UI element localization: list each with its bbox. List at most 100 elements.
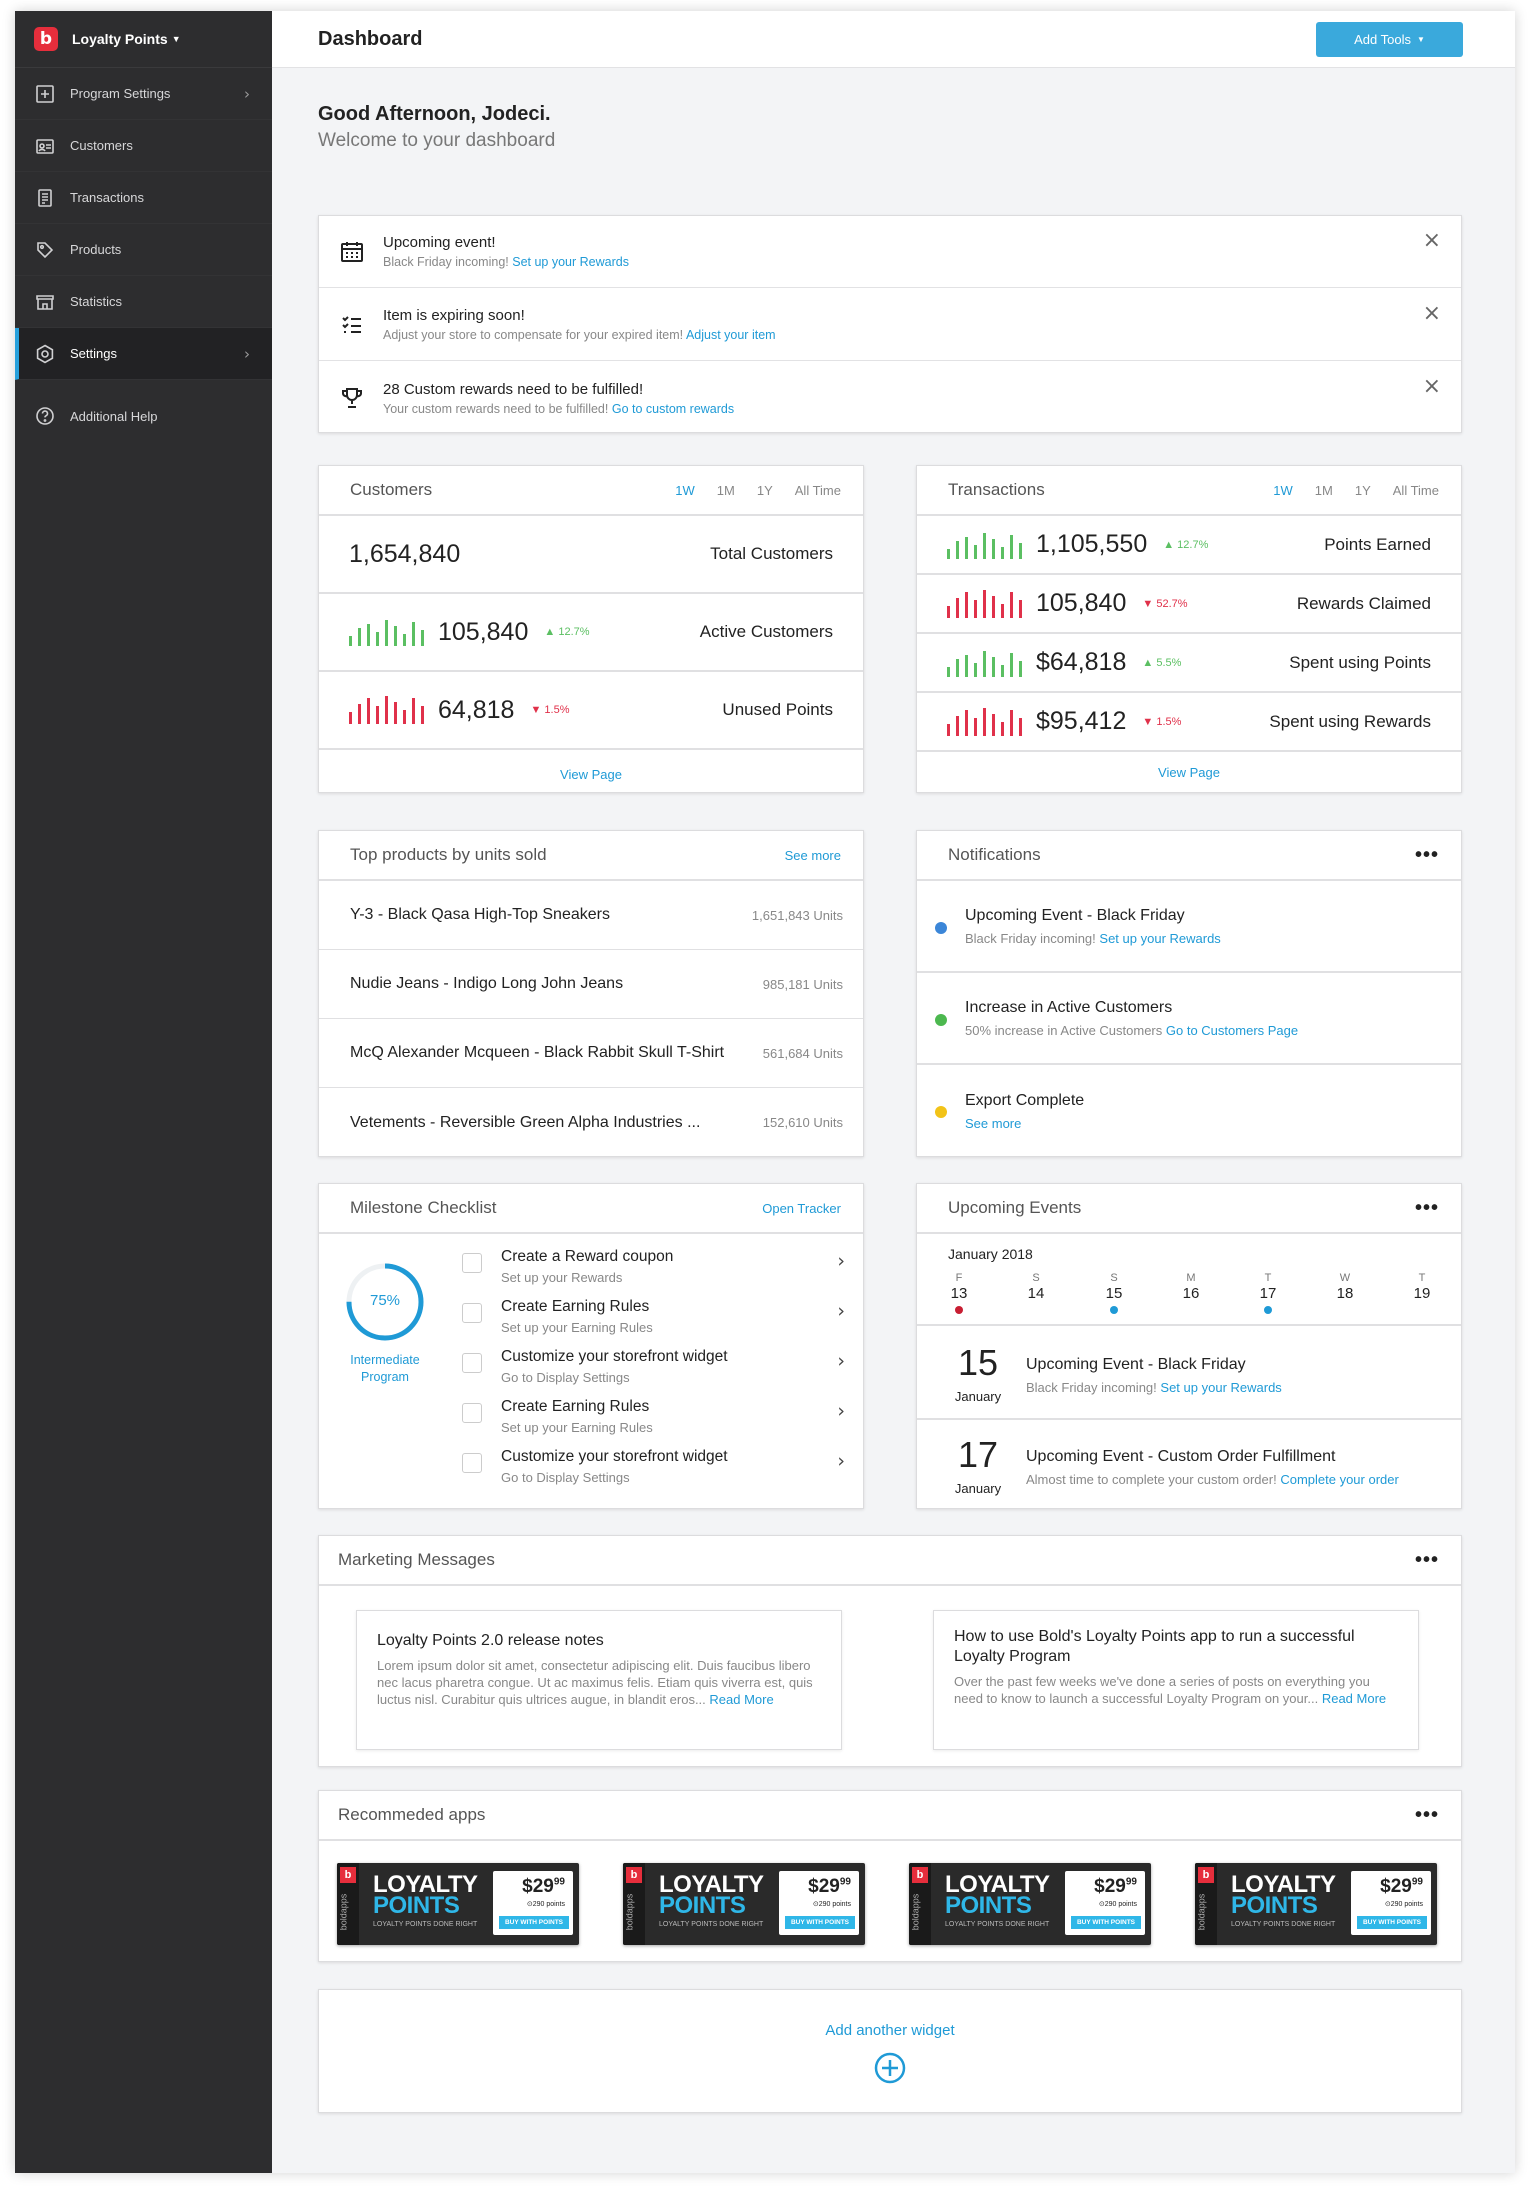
range-tab-1m[interactable]: 1M	[716, 482, 735, 498]
range-tab-1y[interactable]: 1Y	[1354, 482, 1371, 498]
notification-link[interactable]: Go to Customers Page	[1165, 1022, 1299, 1038]
notification-title: Export Complete	[965, 1091, 1085, 1109]
more-options-icon[interactable]: •••	[1414, 1804, 1439, 1826]
message-title: How to use Bold's Loyalty Points app to …	[954, 1628, 1355, 1665]
view-page-link[interactable]: View Page	[560, 766, 622, 782]
sidebar-item-transactions[interactable]: Transactions	[15, 172, 272, 224]
milestone-sub: Set up your Earning Rules	[501, 1320, 653, 1335]
brand-switcher[interactable]: b Loyalty Points ▼	[15, 11, 272, 68]
add-tools-button[interactable]: Add Tools ▼	[1316, 22, 1463, 57]
more-options-icon[interactable]: •••	[1414, 1549, 1439, 1571]
chevron-right-icon[interactable]: ›	[837, 1350, 845, 1372]
view-page-link[interactable]: View Page	[1158, 764, 1220, 780]
app-banner[interactable]: b boldapps LOYALTY POINTS LOYALTY POINTS DON…	[909, 1863, 1151, 1945]
calendar-day[interactable]: T 17	[1248, 1272, 1288, 1314]
close-icon[interactable]: ×	[1422, 374, 1441, 399]
calendar-strip: January 2018 F 13 S 14 S 15 M 16 T 17 W 18 T 19	[917, 1234, 1461, 1326]
milestone-item[interactable]: Create a Reward coupon Set up your Reward…	[319, 1238, 863, 1288]
range-tab-1m[interactable]: 1M	[1314, 482, 1333, 498]
alert-link[interactable]: Set up your Rewards	[512, 255, 629, 269]
read-more-link[interactable]: Read More	[1321, 1691, 1387, 1706]
marketing-message[interactable]: Loyalty Points 2.0 release notes Lorem i…	[356, 1610, 842, 1750]
event-text: Almost time to complete your custom orde…	[1026, 1472, 1277, 1487]
stat-row: $95,412 ▼ 1.5% Spent using Rewards	[917, 693, 1461, 752]
app-banner[interactable]: b boldapps LOYALTY POINTS LOYALTY POINTS DON…	[1195, 1863, 1437, 1945]
chevron-right-icon[interactable]: ›	[837, 1400, 845, 1422]
sidebar-item-settings[interactable]: Settings ›	[15, 328, 272, 380]
sidebar-item-additional-help[interactable]: Additional Help	[15, 390, 272, 442]
calendar-day[interactable]: T 19	[1413, 1272, 1431, 1302]
checkbox[interactable]	[462, 1353, 482, 1373]
upcoming-events-card: Upcoming Events ••• January 2018 F 13 S 14…	[916, 1183, 1462, 1509]
sidebar-item-statistics[interactable]: Statistics	[15, 276, 272, 328]
product-units: 152,610 Units	[762, 1115, 843, 1130]
read-more-link[interactable]: Read More	[709, 1692, 774, 1707]
range-tab-1y[interactable]: 1Y	[756, 482, 773, 498]
list-item[interactable]: Nudie Jeans - Indigo Long John Jeans 985,…	[319, 950, 863, 1019]
range-tab-all-time[interactable]: All Time	[1392, 482, 1439, 498]
notification-link[interactable]: See more	[965, 1115, 1022, 1131]
marketing-message[interactable]: How to use Bold's Loyalty Points app to …	[933, 1610, 1419, 1750]
more-options-icon[interactable]: •••	[1414, 1197, 1439, 1219]
milestone-item[interactable]: Create Earning Rules Set up your Earning …	[319, 1388, 863, 1438]
event-link[interactable]: Set up your Rewards	[1160, 1380, 1282, 1395]
milestone-sub: Set up your Rewards	[501, 1270, 623, 1285]
calendar-day[interactable]: M 16	[1182, 1272, 1200, 1302]
milestone-item[interactable]: Customize your storefront widget Go to Di…	[319, 1338, 863, 1388]
top-products-card: Top products by units sold See more Y-3 …	[318, 830, 864, 1157]
list-item[interactable]: Y-3 - Black Qasa High-Top Sneakers 1,651,…	[319, 881, 863, 950]
calendar-day[interactable]: W 18	[1336, 1272, 1354, 1302]
milestone-title: Create Earning Rules	[501, 1398, 650, 1415]
milestone-item[interactable]: Customize your storefront widget Go to Di…	[319, 1438, 863, 1488]
sidebar-item-customers[interactable]: Customers	[15, 120, 272, 172]
chevron-right-icon[interactable]: ›	[837, 1300, 845, 1322]
sidebar-item-program-settings[interactable]: Program Settings ›	[15, 68, 272, 120]
add-widget-label[interactable]: Add another widget	[825, 2022, 955, 2039]
more-options-icon[interactable]: •••	[1414, 844, 1439, 866]
sidebar-item-products[interactable]: Products	[15, 224, 272, 276]
add-widget-card[interactable]: Add another widget	[318, 1989, 1462, 2113]
milestone-title: Customize your storefront widget	[501, 1348, 728, 1365]
alert-link[interactable]: Go to custom rewards	[611, 401, 735, 416]
alert-text: Adjust your store to compensate for your…	[383, 328, 684, 342]
trend-percent: ▼ 52.7%	[1142, 597, 1188, 610]
milestone-checklist-card: Milestone Checklist Open Tracker 75% Int…	[318, 1183, 864, 1509]
range-tab-all-time[interactable]: All Time	[794, 482, 841, 498]
notification-link[interactable]: Set up your Rewards	[1099, 930, 1221, 946]
checkbox[interactable]	[462, 1453, 482, 1473]
checkbox[interactable]	[462, 1303, 482, 1323]
calendar-day[interactable]: F 13	[939, 1272, 979, 1314]
open-tracker-link[interactable]: Open Tracker	[762, 1200, 841, 1216]
status-dot-yellow	[935, 1106, 947, 1118]
product-name: Vetements - Reversible Green Alpha Indus…	[350, 1113, 701, 1131]
plus-square-icon	[34, 83, 56, 105]
list-item[interactable]: McQ Alexander Mcqueen - Black Rabbit Sku…	[319, 1019, 863, 1088]
stat-value: $64,818	[1036, 648, 1127, 676]
list-item[interactable]: Vetements - Reversible Green Alpha Indus…	[319, 1088, 863, 1157]
close-icon[interactable]: ×	[1422, 301, 1441, 326]
calendar-day[interactable]: S 15	[1094, 1272, 1134, 1314]
gear-icon	[34, 343, 56, 365]
progress-percent: 75%	[369, 1292, 401, 1309]
calendar-day[interactable]: S 14	[1027, 1272, 1045, 1302]
checkbox[interactable]	[462, 1403, 482, 1423]
milestone-item[interactable]: Create Earning Rules Set up your Earning …	[319, 1288, 863, 1338]
close-icon[interactable]: ×	[1422, 228, 1441, 253]
app-banner[interactable]: b boldapps LOYALTY POINTS LOYALTY POINTS DON…	[623, 1863, 865, 1945]
chevron-right-icon[interactable]: ›	[837, 1450, 845, 1472]
app-banner[interactable]: b boldapps LOYALTY POINTS LOYALTY POINTS DON…	[337, 1863, 579, 1945]
range-tab-1w[interactable]: 1W	[675, 482, 695, 498]
stat-row: $64,818 ▲ 5.5% Spent using Points	[917, 634, 1461, 693]
checkbox[interactable]	[462, 1253, 482, 1273]
add-circle-icon[interactable]	[874, 2052, 906, 2084]
sparkline-up-icon	[947, 649, 1022, 677]
alert-link[interactable]: Adjust your item	[685, 328, 776, 342]
sidebar-item-label: Additional Help	[70, 408, 158, 424]
transactions-card: Transactions 1W 1M 1Y All Time 1,105,550…	[916, 465, 1462, 793]
see-more-link[interactable]: See more	[784, 847, 841, 863]
event-month: January	[954, 1481, 1002, 1496]
range-tab-1w[interactable]: 1W	[1273, 482, 1293, 498]
alert-title: Upcoming event!	[383, 234, 496, 251]
event-link[interactable]: Complete your order	[1280, 1472, 1399, 1487]
chevron-right-icon[interactable]: ›	[837, 1250, 845, 1272]
